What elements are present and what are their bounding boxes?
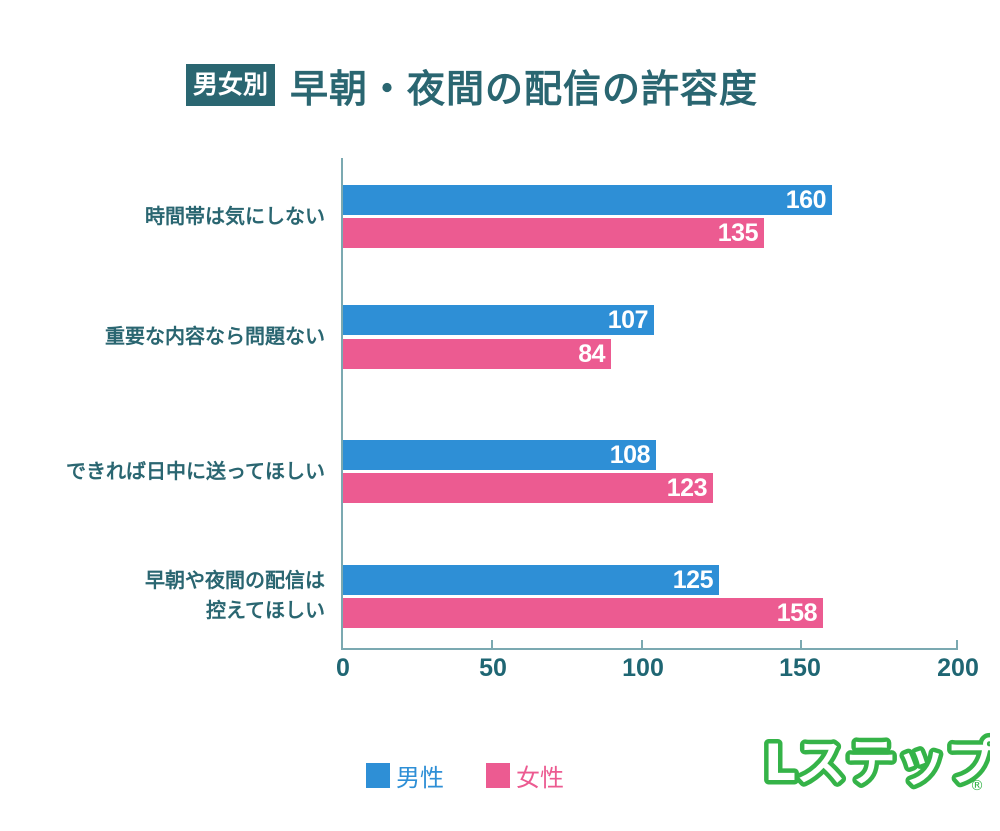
chart-title: 男女別 早朝・夜間の配信の許容度 xyxy=(186,63,758,111)
x-tick-label: 200 xyxy=(937,654,979,682)
logo-text: Lステップ xyxy=(764,734,990,792)
category-label-line1: 早朝や夜間の配信は xyxy=(145,568,325,592)
bar-female: 158 xyxy=(343,598,823,628)
category-label: 重要な内容なら問題ない xyxy=(105,324,325,348)
legend-item-male: 男性 xyxy=(366,758,444,793)
legend-swatch-female xyxy=(486,763,510,788)
x-tick-label: 100 xyxy=(622,654,664,682)
bar-male: 125 xyxy=(343,565,719,595)
x-tick-label: 150 xyxy=(779,654,821,682)
lstep-logo: Lステップ ® xyxy=(760,730,990,797)
x-tick xyxy=(641,640,643,649)
legend-label-female: 女性 xyxy=(516,764,564,792)
x-tick-label: 0 xyxy=(336,654,350,682)
bar-female: 123 xyxy=(343,473,713,503)
bar-male: 108 xyxy=(343,440,656,470)
title-badge: 男女別 xyxy=(186,64,276,106)
legend-label-male: 男性 xyxy=(396,764,444,792)
bar-female: 84 xyxy=(343,339,611,369)
x-tick xyxy=(491,640,493,649)
legend: 男性 女性 xyxy=(366,758,606,793)
bar-chart: 0 50 100 150 200 時間帯は気にしない 160 135 重要な内容… xyxy=(66,158,979,682)
bar-male: 160 xyxy=(343,185,832,215)
legend-swatch-male xyxy=(366,763,390,788)
legend-item-female: 女性 xyxy=(486,758,564,793)
category-label: できれば日中に送ってほしい xyxy=(66,459,325,483)
registered-mark-icon: ® xyxy=(970,778,984,794)
x-tick xyxy=(800,640,802,649)
bar-female: 135 xyxy=(343,218,764,248)
y-axis-line xyxy=(341,158,343,650)
x-tick xyxy=(341,640,343,649)
category-label: 時間帯は気にしない xyxy=(145,204,325,228)
x-axis-line xyxy=(342,648,958,650)
x-tick xyxy=(956,640,958,649)
title-text: 早朝・夜間の配信の許容度 xyxy=(290,66,759,111)
bar-male: 107 xyxy=(343,305,654,335)
category-label-line2: 控えてほしい xyxy=(206,598,325,622)
x-tick-label: 50 xyxy=(479,654,507,682)
